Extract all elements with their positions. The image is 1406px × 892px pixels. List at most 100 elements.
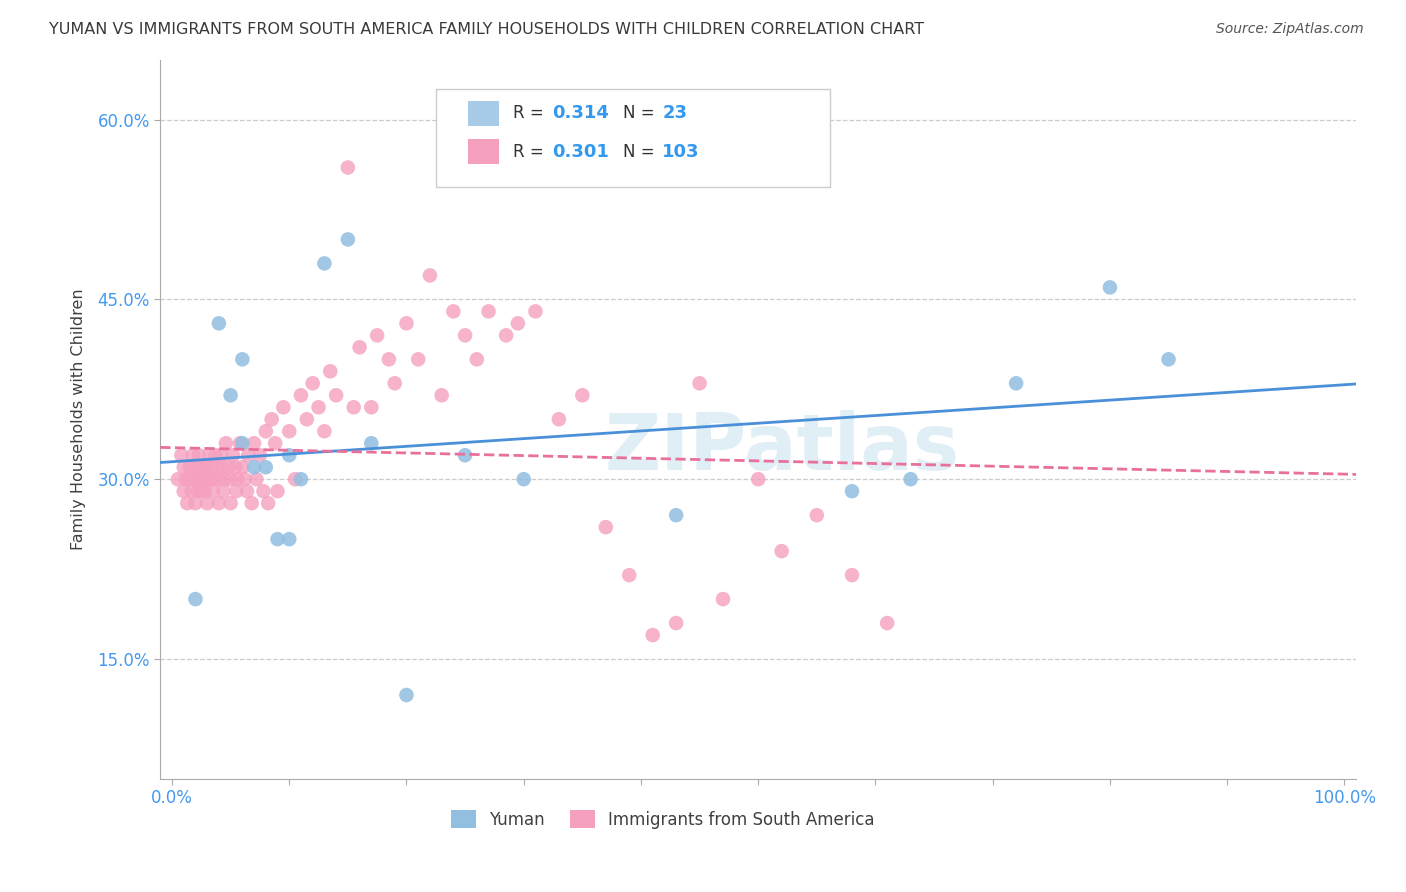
Point bbox=[173, 484, 195, 499]
Point bbox=[595, 520, 617, 534]
Point bbox=[184, 496, 207, 510]
Point bbox=[301, 376, 323, 391]
Point bbox=[548, 412, 571, 426]
Point bbox=[193, 472, 215, 486]
Point bbox=[747, 472, 769, 486]
Text: 0.301: 0.301 bbox=[553, 143, 609, 161]
Text: N =: N = bbox=[623, 104, 659, 122]
Text: R =: R = bbox=[513, 104, 550, 122]
Point bbox=[314, 256, 336, 270]
Point bbox=[187, 472, 209, 486]
Point bbox=[240, 496, 263, 510]
Point bbox=[212, 484, 235, 499]
Point bbox=[231, 352, 253, 367]
Point bbox=[384, 376, 406, 391]
Point bbox=[243, 460, 266, 475]
Point bbox=[665, 616, 688, 631]
Point bbox=[770, 544, 793, 558]
Point bbox=[336, 232, 359, 246]
Point bbox=[378, 352, 401, 367]
Point bbox=[349, 340, 371, 354]
Point bbox=[249, 448, 271, 462]
Point bbox=[184, 592, 207, 607]
Point bbox=[226, 472, 249, 486]
Point bbox=[254, 424, 277, 438]
Point bbox=[215, 436, 238, 450]
Point bbox=[360, 436, 382, 450]
Point bbox=[465, 352, 488, 367]
Point bbox=[190, 472, 212, 486]
Point bbox=[224, 460, 246, 475]
Text: 0.314: 0.314 bbox=[553, 104, 609, 122]
Point bbox=[195, 496, 218, 510]
Point bbox=[195, 472, 218, 486]
Point bbox=[236, 484, 259, 499]
Point bbox=[188, 448, 211, 462]
Point bbox=[506, 316, 529, 330]
Point bbox=[198, 448, 221, 462]
Point bbox=[233, 472, 256, 486]
Point bbox=[1098, 280, 1121, 294]
Point bbox=[245, 472, 267, 486]
Point bbox=[202, 484, 225, 499]
Point bbox=[179, 460, 201, 475]
Point bbox=[229, 436, 252, 450]
Point bbox=[454, 448, 477, 462]
Legend: Yuman, Immigrants from South America: Yuman, Immigrants from South America bbox=[444, 804, 882, 835]
Point bbox=[225, 484, 247, 499]
Point bbox=[181, 448, 204, 462]
Point bbox=[278, 532, 301, 546]
Point bbox=[711, 592, 734, 607]
Point bbox=[266, 532, 288, 546]
Point bbox=[841, 484, 863, 499]
Text: 103: 103 bbox=[662, 143, 700, 161]
Point bbox=[238, 448, 260, 462]
Point bbox=[264, 436, 287, 450]
Point bbox=[208, 472, 231, 486]
Point bbox=[209, 448, 232, 462]
Point bbox=[179, 472, 201, 486]
Point bbox=[181, 484, 204, 499]
Point bbox=[308, 401, 330, 415]
Point bbox=[166, 472, 188, 486]
Point bbox=[512, 472, 534, 486]
Point bbox=[900, 472, 922, 486]
Point bbox=[184, 460, 207, 475]
Point bbox=[290, 388, 312, 402]
Point bbox=[231, 436, 253, 450]
Point bbox=[441, 304, 464, 318]
Point bbox=[260, 412, 283, 426]
Point bbox=[257, 496, 280, 510]
Point bbox=[477, 304, 499, 318]
Point bbox=[176, 496, 198, 510]
Text: ZIPatlas: ZIPatlas bbox=[605, 410, 960, 486]
Point bbox=[219, 388, 242, 402]
Point bbox=[188, 460, 211, 475]
Point bbox=[200, 472, 222, 486]
Point bbox=[194, 460, 217, 475]
Point bbox=[173, 460, 195, 475]
Point bbox=[208, 496, 231, 510]
Point bbox=[319, 364, 342, 378]
Point bbox=[190, 484, 212, 499]
Text: N =: N = bbox=[623, 143, 659, 161]
Point bbox=[495, 328, 517, 343]
Point bbox=[278, 424, 301, 438]
Point bbox=[174, 472, 197, 486]
Point bbox=[295, 412, 318, 426]
Point bbox=[406, 352, 429, 367]
Text: YUMAN VS IMMIGRANTS FROM SOUTH AMERICA FAMILY HOUSEHOLDS WITH CHILDREN CORRELATI: YUMAN VS IMMIGRANTS FROM SOUTH AMERICA F… bbox=[49, 22, 924, 37]
Point bbox=[314, 424, 336, 438]
Point bbox=[191, 460, 214, 475]
Point bbox=[204, 448, 226, 462]
Point bbox=[222, 448, 245, 462]
Point bbox=[202, 472, 225, 486]
Point bbox=[278, 448, 301, 462]
Point bbox=[214, 472, 236, 486]
Point bbox=[571, 388, 593, 402]
Point bbox=[665, 508, 688, 523]
Point bbox=[395, 688, 418, 702]
Point bbox=[273, 401, 295, 415]
Point bbox=[876, 616, 898, 631]
Point bbox=[524, 304, 547, 318]
